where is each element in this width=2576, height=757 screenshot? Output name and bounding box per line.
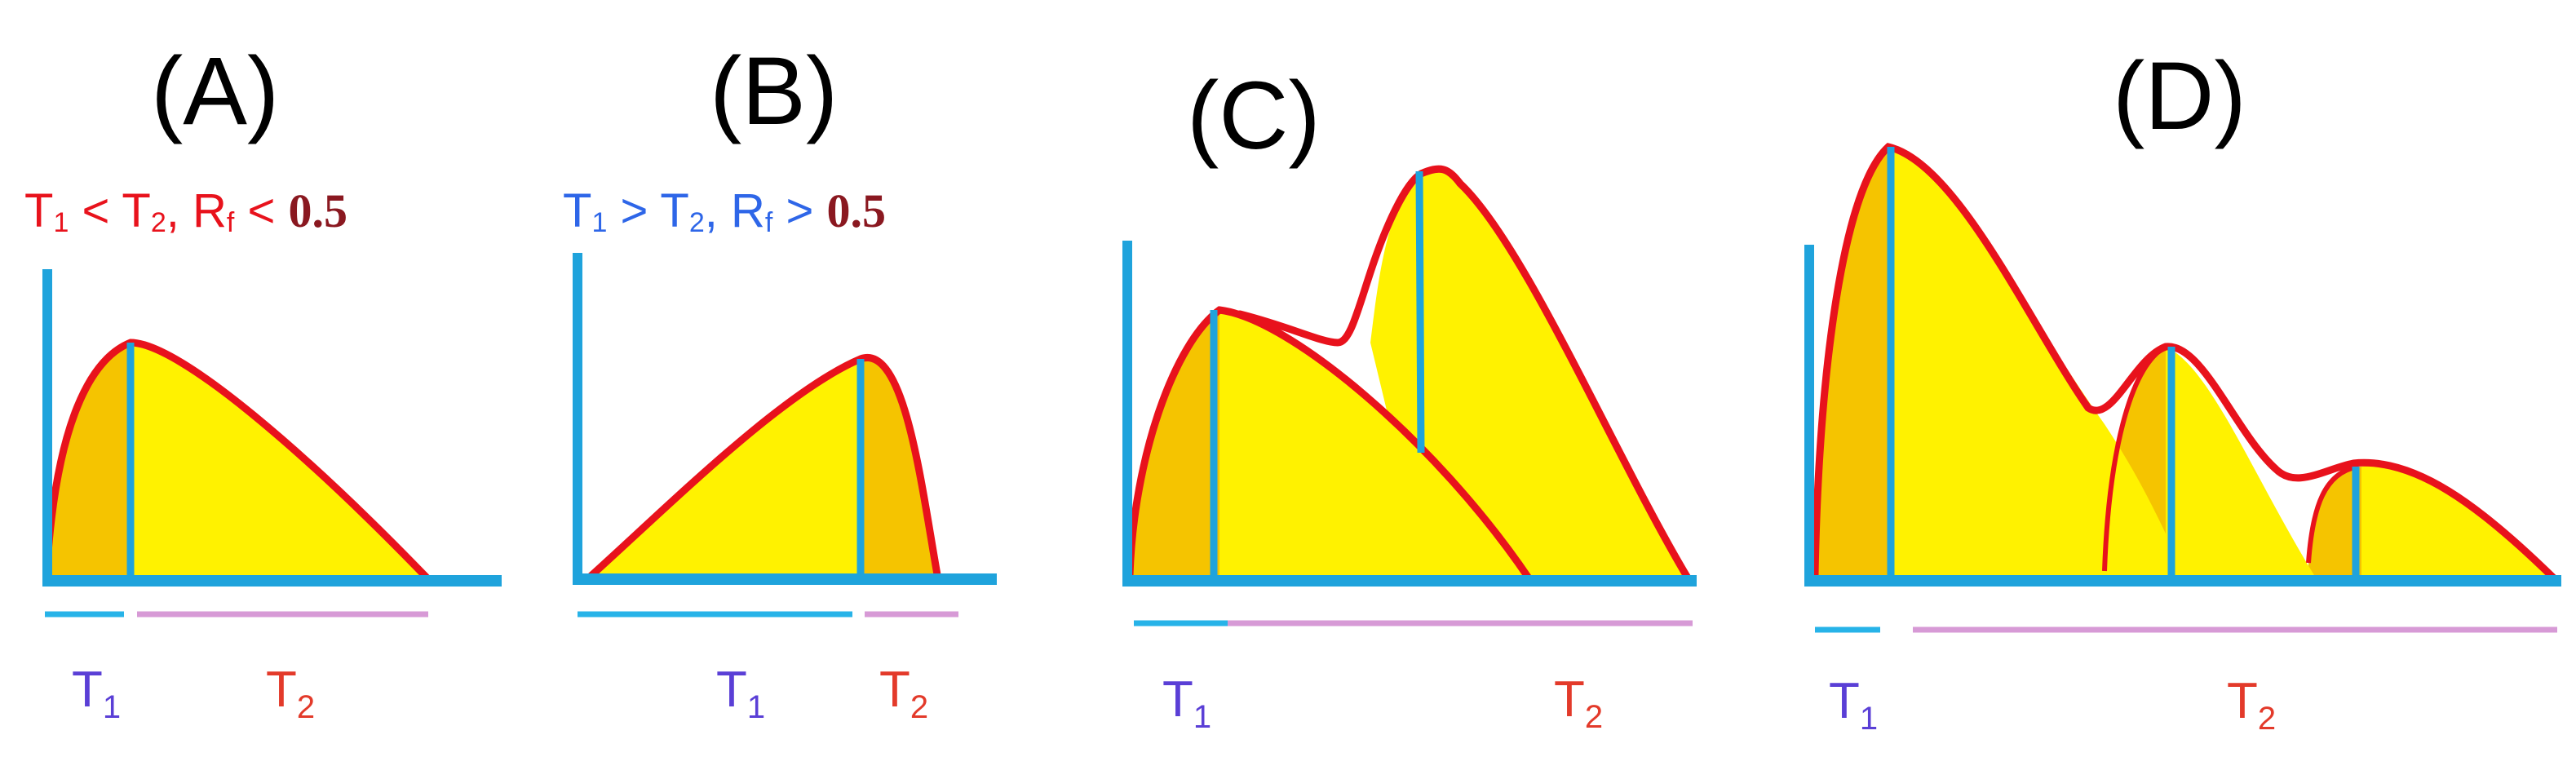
panel-a-recession-area xyxy=(131,343,428,579)
panel-d-letter: (D) xyxy=(2113,42,2246,150)
panel-d-t2-label: T2 xyxy=(2227,673,2276,737)
panel-b-condition: T1 > T2, Rf > 0.5 xyxy=(563,184,886,238)
panel-d-first-rising-area xyxy=(1815,147,1888,579)
panel-b-rising-limb-area xyxy=(587,359,861,579)
panel-a-rising-limb-area xyxy=(47,343,131,579)
panel-d-second-recession-area xyxy=(2166,347,2317,579)
panel-b-recession-area xyxy=(861,357,938,579)
panel-d-third-rise-curve xyxy=(2306,464,2358,564)
panel-d-third-recession-area xyxy=(2308,465,2553,579)
panel-a-t1-label: T1 xyxy=(72,662,121,725)
panel-a-hydrograph-curve xyxy=(43,339,432,583)
panel-c-rising-limb-area xyxy=(1130,310,1219,579)
panel-c-t2-label: T2 xyxy=(1554,671,1603,735)
panel-b-t2-label: T2 xyxy=(879,662,928,725)
panel-d-second-rise-curve xyxy=(2102,344,2167,572)
panel-c-letter: (C) xyxy=(1187,62,1321,170)
panel-b-t1-label: T1 xyxy=(716,662,765,725)
panel-c-first-recession-area xyxy=(1219,310,1529,579)
panel-d: (D) T1 T2 xyxy=(1804,42,2561,737)
panel-d-hydrograph-curve xyxy=(1811,143,2557,582)
panel-a-condition: T1 < T2, Rf < 0.5 xyxy=(24,184,347,238)
panel-c-t1-label: T1 xyxy=(1162,671,1211,735)
panel-c-first-curve xyxy=(1126,306,1534,583)
panel-a: (A) T1 < T2, Rf < 0.5 T1 T2 xyxy=(24,38,502,725)
panel-a-letter: (A) xyxy=(151,38,279,145)
panel-d-t1-label: T1 xyxy=(1829,673,1878,737)
panel-c-second-peak-line xyxy=(1415,170,1425,454)
panel-b-letter: (B) xyxy=(710,38,838,145)
panel-d-third-rising-area xyxy=(2308,467,2361,579)
panel-b: (B) T1 > T2, Rf > 0.5 T1 T2 xyxy=(563,38,997,725)
panel-c: (C) T1 T2 xyxy=(1122,62,1697,735)
panel-a-t2-label: T2 xyxy=(266,662,315,725)
